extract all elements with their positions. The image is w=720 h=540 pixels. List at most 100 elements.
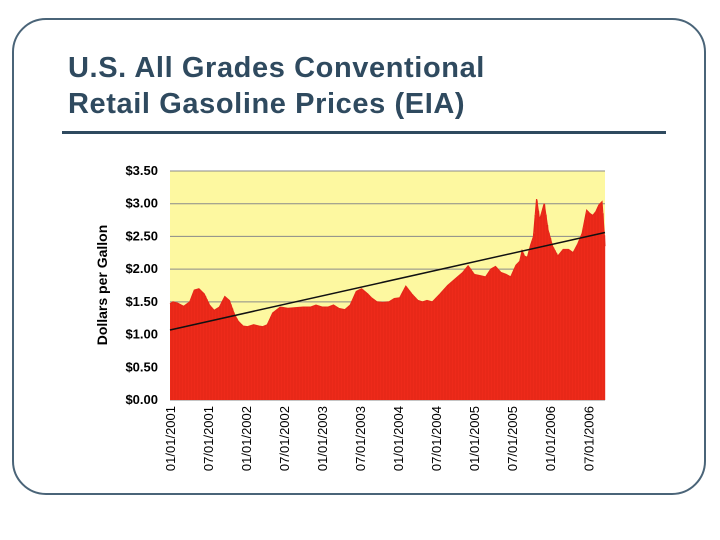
x-tick-label: 07/01/2004 (429, 406, 444, 471)
price-bar (554, 250, 556, 400)
price-bar (302, 307, 304, 400)
price-bar (194, 289, 196, 400)
price-bar (407, 288, 409, 400)
price-bar (386, 302, 388, 400)
trend-line (169, 231, 606, 331)
price-bar (582, 227, 585, 400)
price-bar (585, 212, 588, 400)
price-line (169, 199, 606, 328)
price-bar (170, 303, 172, 400)
price-bar (171, 302, 174, 400)
price-bar (234, 315, 237, 400)
price-bar (317, 305, 319, 400)
price-bar (573, 250, 576, 400)
price-bar (321, 307, 324, 400)
price-bar (180, 305, 183, 400)
price-bar (498, 270, 501, 400)
price-bar (342, 309, 345, 400)
price-bar (458, 275, 460, 400)
price-bar (512, 272, 514, 400)
price-bar (486, 274, 489, 400)
price-bar (450, 282, 453, 400)
price-bar (513, 269, 516, 400)
price-bar (275, 310, 277, 400)
price-bar (473, 273, 475, 400)
price-bar (354, 293, 357, 400)
price-bar (500, 272, 502, 400)
price-bar (288, 308, 291, 400)
price-bar (455, 278, 457, 400)
x-tick-label: 01/01/2006 (543, 406, 558, 471)
y-tick-label: $1.50 (125, 294, 158, 309)
x-tick-label: 07/01/2002 (277, 406, 292, 471)
price-bar (444, 288, 447, 400)
price-bar (230, 304, 232, 400)
price-bar (294, 307, 297, 400)
x-tick-label: 01/01/2005 (467, 406, 482, 471)
price-bar (425, 300, 427, 400)
price-bar (590, 214, 592, 400)
price-bar (173, 302, 175, 400)
price-bar (351, 300, 354, 400)
price-bar (558, 254, 561, 400)
x-tick-label: 07/01/2005 (505, 406, 520, 471)
price-bar (542, 208, 544, 400)
price-bar (456, 277, 459, 400)
price-bar (176, 302, 178, 400)
price-bar (534, 215, 537, 400)
price-bar (435, 297, 438, 400)
price-bar (372, 299, 375, 400)
price-bar (575, 247, 577, 400)
price-bar (183, 306, 186, 400)
price-bar (261, 326, 264, 400)
price-bar (350, 303, 352, 400)
price-bar (297, 307, 300, 400)
price-bar (509, 276, 511, 400)
price-bar (242, 325, 244, 400)
price-bar (357, 290, 360, 400)
price-bar (383, 302, 385, 400)
price-bar (578, 241, 580, 400)
price-bar (228, 300, 231, 400)
price-bar (584, 220, 586, 400)
price-bar (396, 298, 399, 400)
price-bar (488, 272, 490, 400)
price-bar (528, 250, 531, 400)
price-bar (464, 270, 466, 400)
price-bar (374, 300, 376, 400)
price-bar (459, 274, 462, 400)
price-bar (564, 249, 567, 400)
price-bar (198, 289, 201, 400)
price-bar (269, 319, 271, 400)
price-bar (341, 309, 343, 400)
price-bar (572, 252, 574, 400)
price-bar (408, 290, 411, 400)
price-bar (443, 289, 445, 400)
price-bar (179, 304, 181, 400)
price-bar (597, 206, 600, 400)
price-bar (188, 302, 190, 400)
price-bar (551, 243, 553, 400)
price-bar (345, 308, 348, 400)
price-bar (293, 307, 295, 400)
price-bar (248, 326, 250, 400)
price-bar (395, 298, 397, 400)
price-bar (306, 307, 309, 400)
price-bar (362, 289, 364, 400)
price-bar (417, 300, 420, 400)
price-bar (492, 267, 495, 400)
price-bar (560, 252, 562, 400)
price-bar (489, 270, 492, 400)
price-bar (371, 298, 373, 400)
price-bar (471, 271, 474, 400)
price-bar (236, 318, 238, 400)
price-bar (177, 303, 180, 400)
price-bar (315, 305, 318, 400)
price-bar (390, 300, 393, 400)
price-bar (579, 237, 582, 400)
price-bar (335, 306, 337, 400)
price-bar (323, 307, 325, 400)
price-bar (192, 292, 195, 400)
price-bar (324, 307, 327, 400)
price-bar (327, 307, 330, 400)
